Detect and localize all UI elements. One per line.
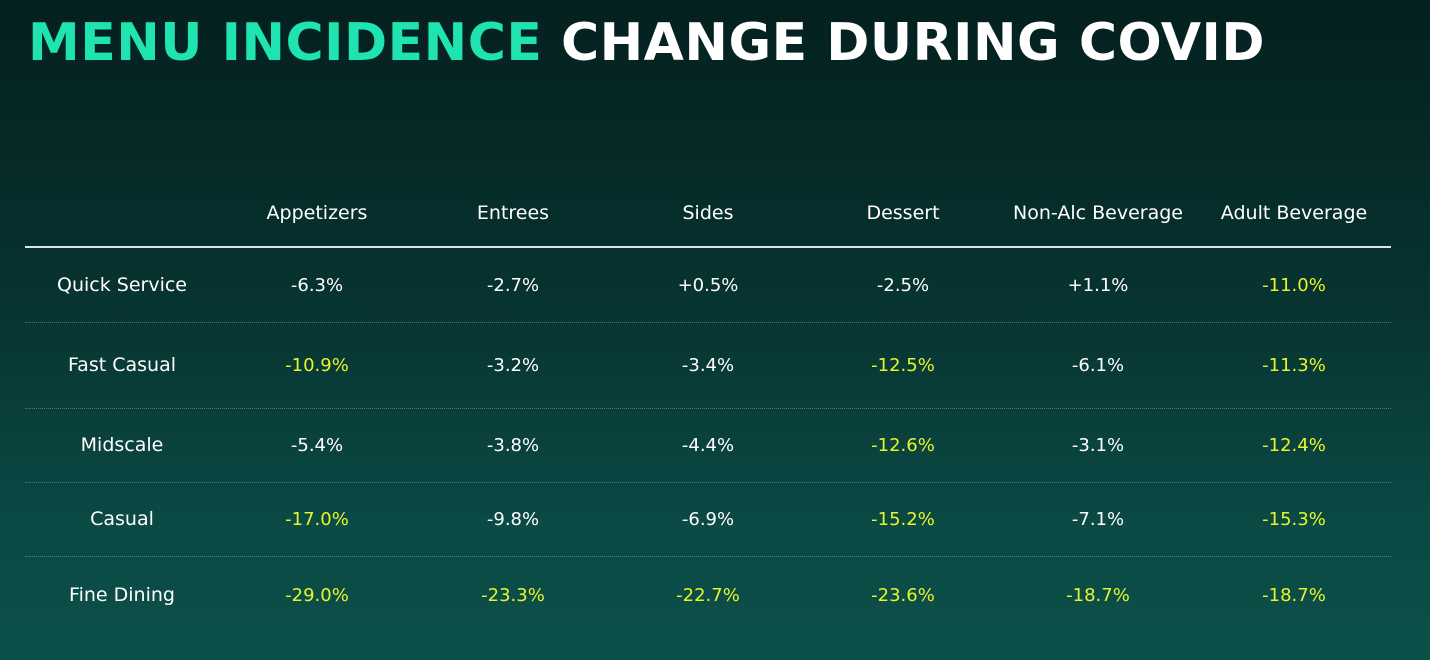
table-cell: -7.1% bbox=[1071, 508, 1125, 530]
table-cell: -6.3% bbox=[290, 274, 344, 296]
table-cell: -5.4% bbox=[290, 434, 344, 456]
table-header-row: Appetizers Entrees Sides Dessert Non-Alc Bev… bbox=[25, 180, 1391, 248]
column-header-appetizers: Appetizers bbox=[266, 202, 368, 224]
table-cell: -15.2% bbox=[871, 508, 935, 530]
table-cell: -11.3% bbox=[1262, 354, 1326, 376]
table-cell: -9.8% bbox=[486, 508, 540, 530]
row-label: Quick Service bbox=[57, 274, 187, 296]
table-row: Quick Service -6.3% -2.7% +0.5% -2.5% +1.1% -1… bbox=[25, 248, 1391, 323]
table-cell: -6.1% bbox=[1071, 354, 1125, 376]
column-header-non-alc-beverage: Non-Alc Beverage bbox=[1013, 202, 1183, 224]
table-cell: -12.6% bbox=[871, 434, 935, 456]
title-accent: MENU INCIDENCE bbox=[28, 13, 543, 73]
table-cell: -6.9% bbox=[681, 508, 735, 530]
table-row: Fast Casual -10.9% -3.2% -3.4% -12.5% -6.1% -1… bbox=[25, 322, 1391, 409]
table-cell: -2.5% bbox=[876, 274, 930, 296]
table-cell: -11.0% bbox=[1262, 274, 1326, 296]
table-cell: -3.8% bbox=[486, 434, 540, 456]
row-label: Fine Dining bbox=[69, 584, 175, 606]
table-cell: -2.7% bbox=[486, 274, 540, 296]
row-label: Fast Casual bbox=[68, 354, 176, 376]
incidence-table: Appetizers Entrees Sides Dessert Non-Alc Bev… bbox=[25, 180, 1391, 606]
table-row: Casual -17.0% -9.8% -6.9% -15.2% -7.1% -15.3% bbox=[25, 482, 1391, 557]
table-cell: -29.0% bbox=[285, 584, 349, 606]
table-cell: -12.5% bbox=[871, 354, 935, 376]
table-cell: -3.4% bbox=[681, 354, 735, 376]
table-cell: -23.6% bbox=[871, 584, 935, 606]
table-cell: -18.7% bbox=[1066, 584, 1130, 606]
row-label: Casual bbox=[90, 508, 154, 530]
table-cell: -15.3% bbox=[1262, 508, 1326, 530]
column-header-sides: Sides bbox=[682, 202, 734, 224]
column-header-adult-beverage: Adult Beverage bbox=[1220, 202, 1368, 224]
row-label: Midscale bbox=[80, 434, 164, 456]
table-cell: -12.4% bbox=[1262, 434, 1326, 456]
table-cell: -23.3% bbox=[481, 584, 545, 606]
table-cell: -22.7% bbox=[676, 584, 740, 606]
column-header-dessert: Dessert bbox=[866, 202, 940, 224]
table-cell: -3.2% bbox=[486, 354, 540, 376]
table-cell: -10.9% bbox=[285, 354, 349, 376]
column-header-entrees: Entrees bbox=[476, 202, 550, 224]
page-title: MENU INCIDENCE CHANGE DURING COVID bbox=[28, 12, 1265, 74]
title-rest: CHANGE DURING COVID bbox=[561, 13, 1266, 73]
table-cell: -4.4% bbox=[681, 434, 735, 456]
table-row: Midscale -5.4% -3.8% -4.4% -12.6% -3.1% -12.4% bbox=[25, 408, 1391, 483]
table-cell: +1.1% bbox=[1067, 274, 1129, 296]
table-cell: -17.0% bbox=[285, 508, 349, 530]
table-cell: -3.1% bbox=[1071, 434, 1125, 456]
table-cell: +0.5% bbox=[677, 274, 739, 296]
table-cell: -18.7% bbox=[1262, 584, 1326, 606]
table-row: Fine Dining -29.0% -23.3% -22.7% -23.6% -18.7… bbox=[25, 556, 1391, 634]
